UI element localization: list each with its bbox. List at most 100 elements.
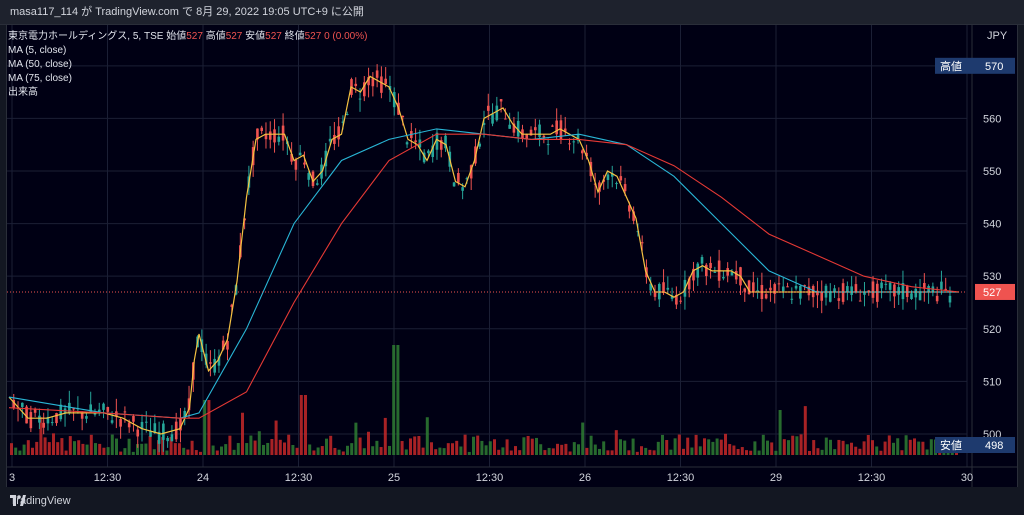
chart-area[interactable]: JPY500510520530540550560570312:302412:30… <box>6 24 1018 488</box>
candle <box>516 120 520 137</box>
candle <box>705 264 708 277</box>
candle <box>876 283 879 302</box>
volume-bar <box>850 442 853 455</box>
volume-bar <box>892 442 895 455</box>
volume-bar <box>808 450 811 455</box>
volume-bar <box>774 450 778 455</box>
candle <box>888 282 892 290</box>
candle <box>123 411 127 413</box>
candle <box>837 298 841 301</box>
volume-bar <box>52 433 55 455</box>
volume-bar <box>190 440 194 455</box>
volume-bar <box>127 438 131 455</box>
candle <box>217 356 221 366</box>
candle <box>465 178 469 180</box>
volume-bar <box>400 441 404 455</box>
extreme-price-value: 570 <box>985 61 1003 73</box>
legend-ma75[interactable]: MA (75, close) <box>8 73 72 84</box>
price-chart-svg[interactable]: JPY500510520530540550560570312:302412:30… <box>7 25 1017 487</box>
volume-bar <box>253 440 257 455</box>
volume-bar <box>812 440 816 455</box>
volume-bar <box>610 450 614 455</box>
volume-bar <box>43 437 47 455</box>
candle <box>858 300 862 302</box>
candle <box>380 76 383 93</box>
candle <box>367 77 370 86</box>
candle <box>743 288 747 292</box>
volume-bar <box>715 438 719 455</box>
volume-bar <box>896 438 900 455</box>
volume-bar <box>833 449 837 455</box>
candle <box>33 408 37 413</box>
volume-bar <box>354 422 358 455</box>
volume-bar <box>845 444 849 455</box>
legend-open-label: 始値 <box>166 31 187 42</box>
volume-bar <box>619 439 622 455</box>
candle <box>568 143 571 145</box>
volume-bar <box>757 450 761 455</box>
volume-bar <box>648 449 652 455</box>
volume-bar <box>438 447 442 455</box>
candle <box>162 423 165 440</box>
candle <box>803 285 806 287</box>
candle <box>769 287 772 291</box>
legend-ma50[interactable]: MA (50, close) <box>8 59 72 70</box>
volume-bar <box>434 449 438 455</box>
volume-bar <box>514 446 517 455</box>
candle <box>298 152 302 156</box>
volume-bar <box>274 420 278 455</box>
current-price-value: 527 <box>983 287 1001 299</box>
volume-bar <box>257 431 261 455</box>
candle <box>221 340 225 350</box>
candle <box>529 129 533 136</box>
candle <box>653 291 657 297</box>
x-tick-label: 12:30 <box>285 472 313 484</box>
legend-symbol-row[interactable]: 東京電力ホールディングス, 5, TSE 始値527 高値527 安値527 終… <box>8 30 367 44</box>
tradingview-logo[interactable]: TradingView <box>10 495 71 507</box>
legend-close-value: 527 <box>304 31 322 42</box>
candle <box>179 417 182 431</box>
volume-bar <box>640 446 643 455</box>
volume-bar <box>56 442 60 455</box>
candle <box>935 295 939 302</box>
candle <box>187 398 191 411</box>
volume-bar <box>913 438 916 455</box>
candle <box>341 121 345 123</box>
volume-bar <box>379 447 383 455</box>
candle <box>110 420 114 423</box>
x-tick-label: 12:30 <box>94 472 122 484</box>
legend-high-value: 527 <box>225 31 243 42</box>
volume-bar <box>73 441 76 455</box>
candle <box>29 412 33 429</box>
volume-bar <box>18 450 22 455</box>
candle <box>752 282 755 293</box>
volume-bar <box>858 448 862 455</box>
candle <box>457 172 460 183</box>
candle <box>649 283 653 291</box>
candle <box>435 132 439 150</box>
legend-ma5[interactable]: MA (5, close) <box>8 45 67 56</box>
y-tick-label: 530 <box>983 271 1001 283</box>
volume-bar <box>291 444 295 455</box>
volume-bar <box>589 435 593 455</box>
candle <box>307 173 311 180</box>
candle <box>730 272 734 276</box>
candle <box>713 271 717 273</box>
candle <box>375 70 379 78</box>
volume-bar <box>287 434 291 455</box>
candle <box>144 421 148 423</box>
volume-bar <box>488 441 492 455</box>
volume-bar <box>451 443 454 455</box>
y-tick-label: 560 <box>983 113 1001 125</box>
volume-bar <box>283 442 286 455</box>
legend-volume[interactable]: 出来高 <box>8 87 38 98</box>
volume-bar <box>178 443 181 455</box>
x-tick-label: 29 <box>770 472 782 484</box>
volume-bar <box>476 435 480 455</box>
volume-bar <box>564 443 568 455</box>
candle <box>559 120 563 140</box>
volume-bar <box>304 395 307 455</box>
ma-line-1 <box>8 128 959 419</box>
candle <box>345 113 349 115</box>
volume-bar <box>854 446 858 455</box>
